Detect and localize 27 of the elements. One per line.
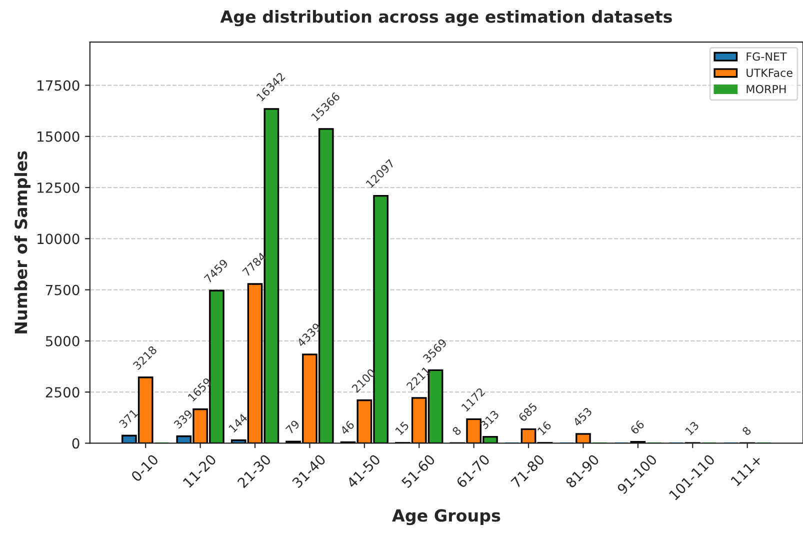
data-label: 13 xyxy=(684,420,700,436)
data-label: 8 xyxy=(452,426,462,436)
y-tick-label: 5000 xyxy=(46,336,80,346)
data-label: 79 xyxy=(285,420,300,434)
data-label: 371 xyxy=(118,408,138,428)
x-axis-title: Age Groups xyxy=(392,509,500,526)
data-label: 16 xyxy=(537,420,552,436)
chart-title: Age distribution across age estimation datasets xyxy=(220,10,672,26)
y-tick-label: 17500 xyxy=(38,80,80,91)
y-tick-label: 15000 xyxy=(38,131,80,142)
y-tick-label: 0 xyxy=(72,438,80,449)
y-tick-label: 10000 xyxy=(38,234,80,244)
data-label: 66 xyxy=(630,420,645,435)
y-axis-title: Number of Samples xyxy=(14,151,30,334)
legend-label: MORPH xyxy=(746,84,786,94)
data-label: 15 xyxy=(395,421,410,436)
data-label: 144 xyxy=(228,413,248,433)
data-label: 685 xyxy=(518,402,538,422)
data-label: 453 xyxy=(572,406,592,427)
data-label: 339 xyxy=(173,409,194,430)
y-tick-label: 7500 xyxy=(46,284,80,296)
y-tick-label: 12500 xyxy=(38,182,80,194)
legend-label: UTKFace xyxy=(746,68,792,78)
data-label: 8 xyxy=(742,426,752,436)
y-tick-label: 2500 xyxy=(46,387,80,398)
legend-label: FG-NET xyxy=(746,52,787,61)
data-label: 46 xyxy=(340,420,355,436)
